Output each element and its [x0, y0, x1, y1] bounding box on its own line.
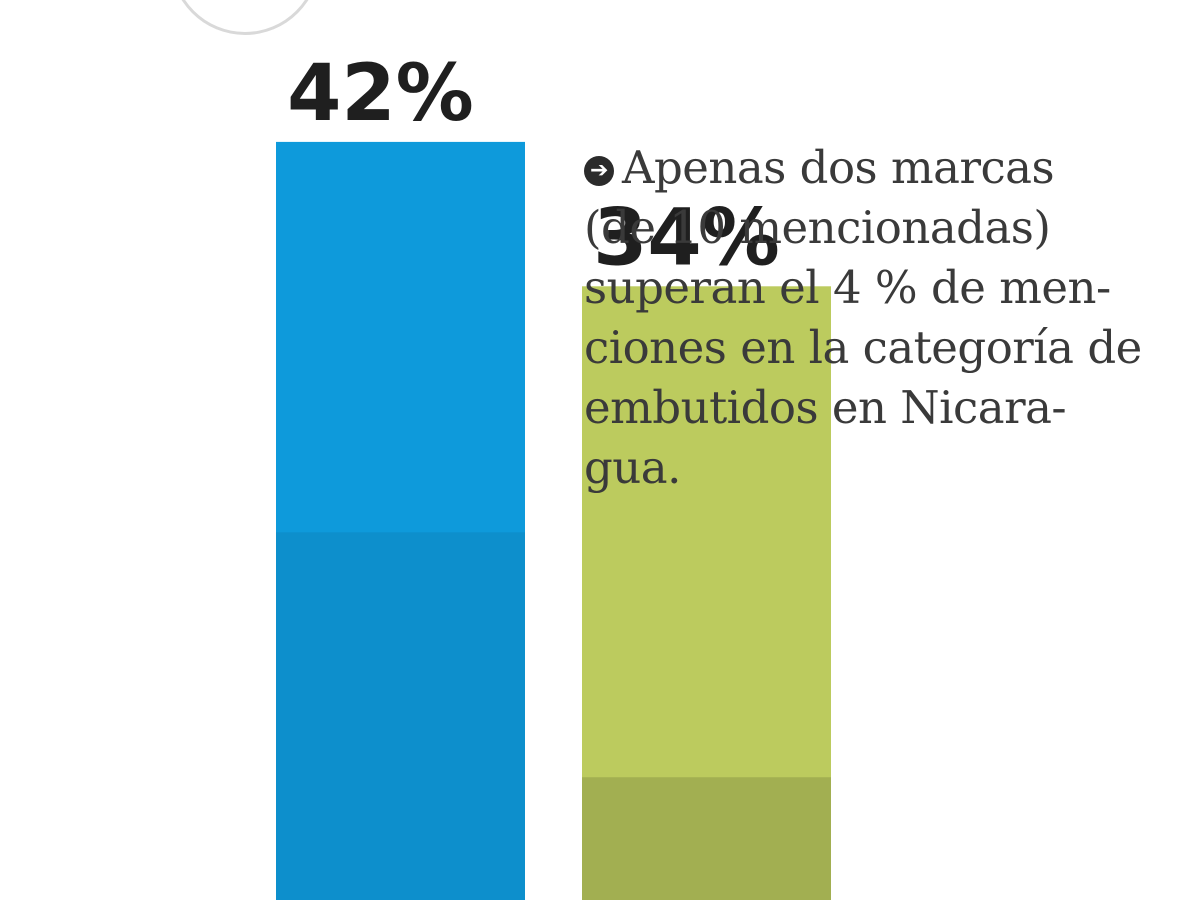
- annotation-line-6: gua.: [584, 441, 681, 494]
- bar-1-value-label: 42%: [287, 49, 474, 139]
- annotation-line-3: superan el 4 % de men-: [584, 261, 1111, 314]
- annotation-line-1: ➔ Apenas dos marcas: [584, 138, 1169, 198]
- annotation-line-1-text: Apenas dos marcas: [622, 141, 1055, 194]
- annotation-line-5: embutidos en Nicara-: [584, 381, 1067, 434]
- annotation-line-4: ciones en la categoría de: [584, 321, 1142, 374]
- bar-2: [582, 286, 831, 900]
- arrow-right-circle-icon: ➔: [584, 156, 614, 186]
- bar-2-lower-shade: [582, 777, 831, 900]
- bar-1: [276, 141, 525, 900]
- bar-1-lower-shade: [276, 532, 525, 900]
- annotation-line-2: (de 10 mencionadas): [584, 201, 1051, 254]
- bar-2-value-label: 34%: [593, 193, 780, 283]
- chart-annotation: ➔ Apenas dos marcas (de 10 mencionadas) s…: [584, 138, 1169, 498]
